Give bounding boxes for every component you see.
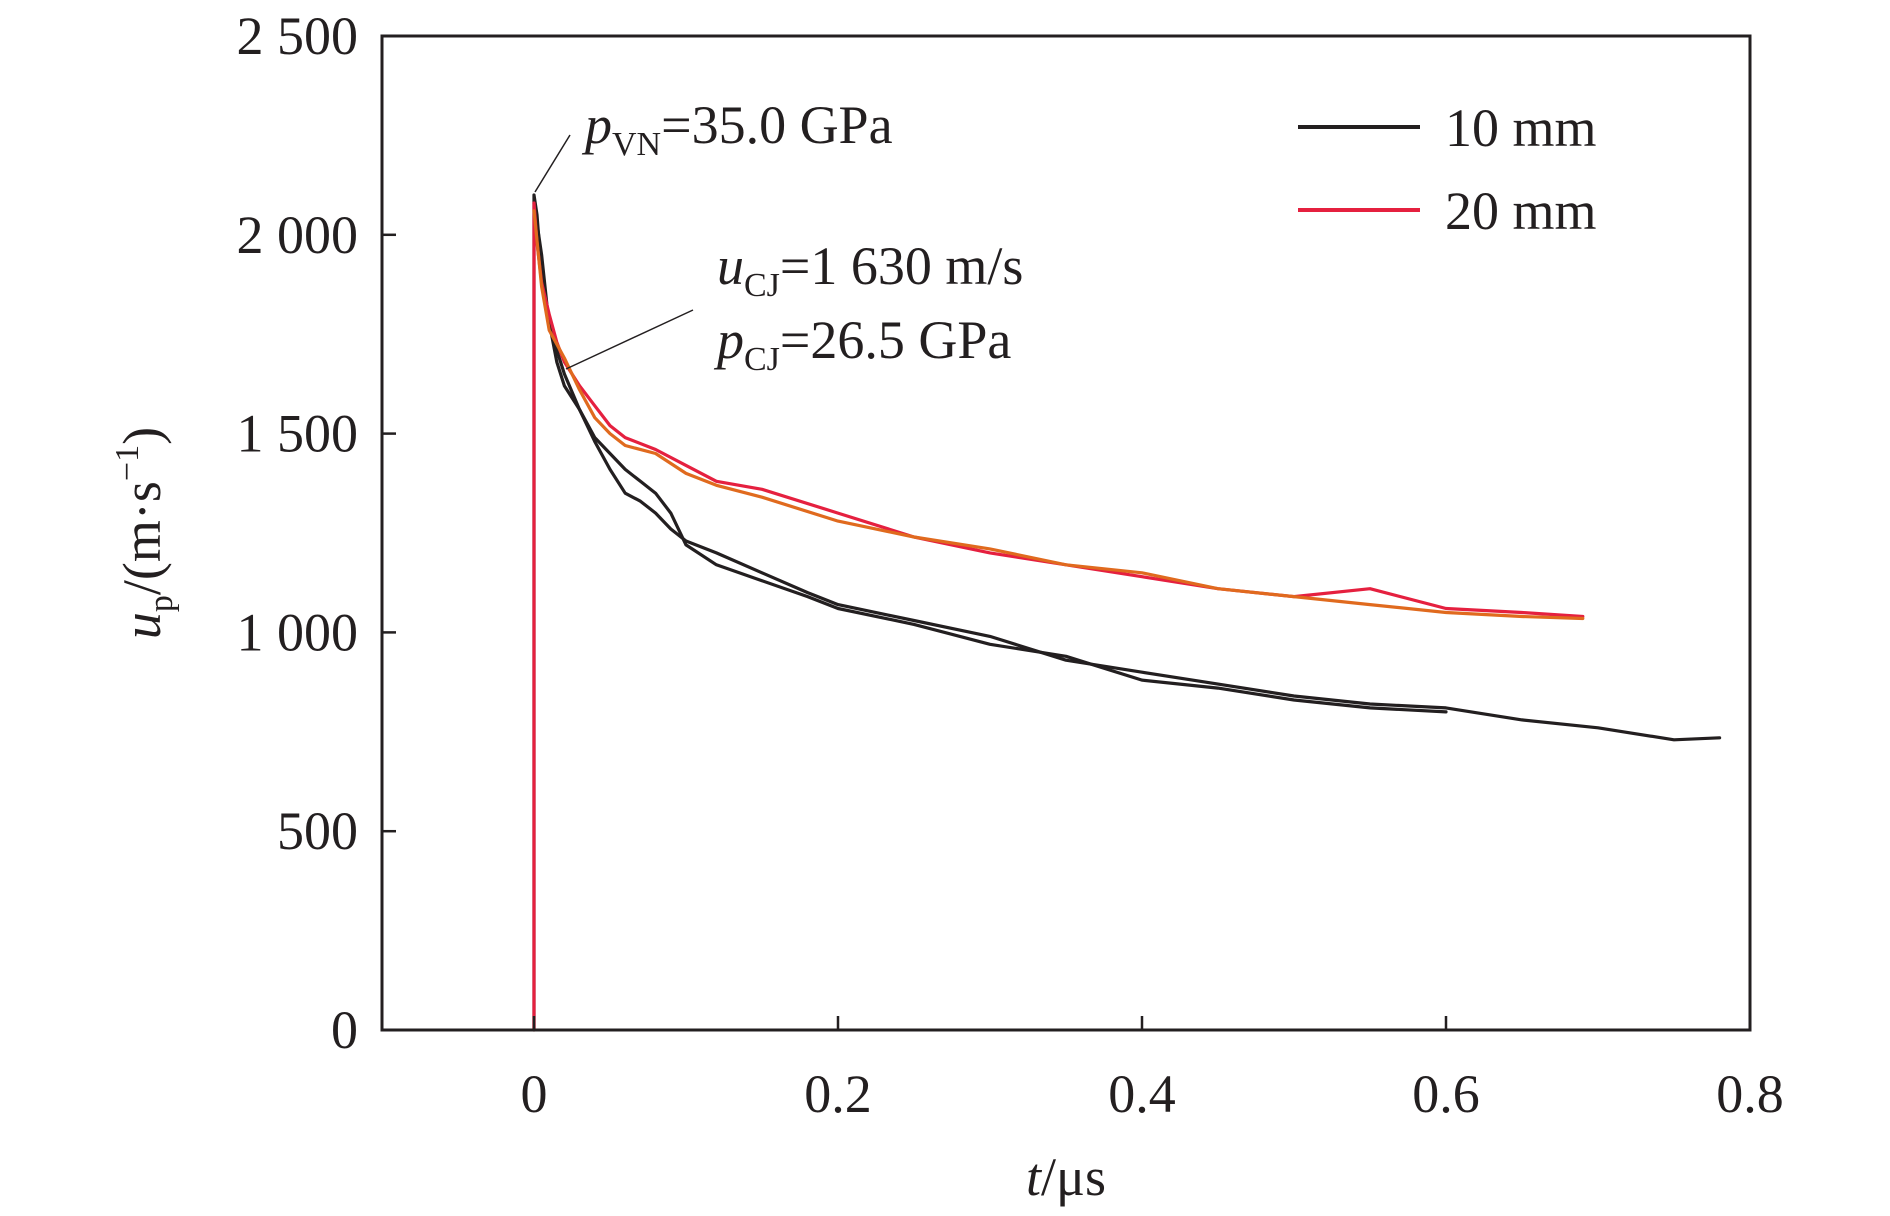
y-axis-title: up/(m·s−1) — [109, 427, 180, 639]
legend-label-20mm: 20 mm — [1445, 181, 1597, 241]
y-tick-label: 500 — [277, 801, 358, 861]
plot-frame — [380, 34, 1752, 1032]
x-axis-unit: /μs — [1041, 1147, 1106, 1207]
series-line-2-0 — [532, 209, 1585, 621]
x-tick-label: 0.8 — [1716, 1064, 1784, 1124]
y-axis-unit-post: ) — [112, 427, 172, 445]
annotation-pcj-sub: CJ — [744, 341, 780, 378]
annotation-pvn: pVN=35.0 GPa — [581, 95, 893, 163]
cj-leader-line — [565, 309, 694, 370]
x-axis-title: t/μs — [1026, 1147, 1106, 1207]
y-axis-unit-pre: /(m·s — [112, 481, 172, 595]
x-tick-label: 0.6 — [1412, 1064, 1480, 1124]
series-layer — [532, 193, 1722, 1032]
series-line-0-1 — [532, 201, 1722, 742]
y-tick-label: 1 500 — [237, 404, 359, 464]
x-axis-var: t — [1026, 1147, 1043, 1207]
y-axis-var: u — [112, 612, 172, 639]
legend-label-10mm: 10 mm — [1445, 98, 1597, 158]
annotation-pvn-text: =35.0 GPa — [661, 95, 892, 155]
annotation-pcj-text: =26.5 GPa — [780, 310, 1011, 370]
y-axis-unit-sup: −1 — [109, 445, 146, 481]
annotation-ucj: uCJ=1 630 m/s — [717, 236, 1023, 304]
y-tick-label: 1 000 — [237, 602, 359, 662]
annotation-pcj-var: p — [713, 310, 744, 370]
annotation-pvn-sub: VN — [612, 126, 661, 163]
y-tick-label: 0 — [331, 1000, 358, 1060]
legend: 10 mm 20 mm — [1298, 98, 1597, 241]
annotation-pvn-var: p — [581, 95, 612, 155]
pvn-leader-line — [534, 134, 571, 193]
annotation-ucj-sub: CJ — [744, 267, 780, 304]
annotation-pcj: pCJ=26.5 GPa — [713, 310, 1011, 378]
y-axis-sub: p — [143, 595, 180, 612]
annotation-ucj-var: u — [717, 236, 744, 296]
y-tick-label: 2 000 — [237, 205, 359, 265]
x-tick-label: 0 — [521, 1064, 548, 1124]
x-tick-label: 0.4 — [1108, 1064, 1176, 1124]
annotation-ucj-text: =1 630 m/s — [780, 236, 1023, 296]
ticks-layer: 0 0.2 0.4 0.6 0.8 0 500 1 000 1 500 2 000 2 500 — [237, 6, 1784, 1124]
x-tick-label: 0.2 — [804, 1064, 872, 1124]
y-tick-label: 2 500 — [237, 6, 359, 66]
